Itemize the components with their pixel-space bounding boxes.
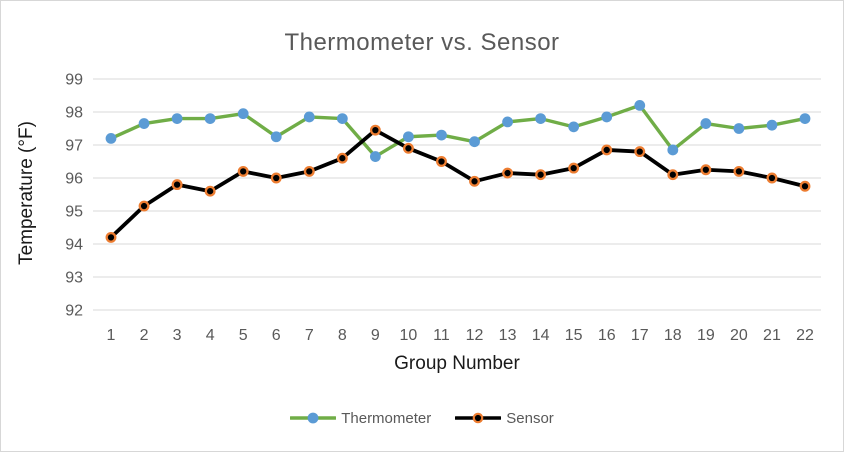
y-tick-label: 96 (65, 171, 83, 188)
legend-item-thermometer[interactable]: Thermometer (290, 410, 431, 427)
data-point-marker[interactable] (171, 179, 183, 191)
x-tick-label: 7 (305, 327, 314, 344)
data-point-marker[interactable] (568, 162, 580, 174)
data-point-marker[interactable] (403, 131, 414, 143)
data-point-marker[interactable] (469, 136, 480, 148)
y-tick-label: 98 (65, 105, 83, 122)
data-point-marker[interactable] (436, 129, 447, 141)
data-point-marker[interactable] (667, 144, 679, 156)
data-point-marker[interactable] (105, 231, 117, 243)
data-point-marker[interactable] (303, 111, 315, 123)
thermometer-series-swatch-icon (290, 410, 337, 426)
x-tick-label: 3 (173, 327, 182, 344)
series-thermometer (105, 100, 811, 162)
x-tick-label: 6 (272, 327, 281, 344)
series-line (109, 103, 807, 159)
x-tick-label: 13 (499, 327, 517, 344)
x-tick-label: 21 (763, 327, 781, 344)
data-point-marker[interactable] (336, 113, 348, 124)
data-point-marker[interactable] (766, 172, 778, 184)
data-point-marker[interactable] (535, 113, 547, 124)
x-tick-label: 1 (107, 327, 116, 344)
data-point-marker[interactable] (601, 144, 613, 156)
data-point-marker[interactable] (171, 113, 183, 124)
x-tick-label: 10 (400, 327, 418, 344)
x-tick-label: 8 (338, 327, 347, 344)
data-point-marker[interactable] (204, 113, 216, 124)
x-tick-label: 19 (697, 327, 715, 344)
data-point-marker[interactable] (402, 142, 414, 154)
x-tick-label: 9 (371, 327, 380, 344)
data-point-marker[interactable] (138, 200, 150, 212)
data-point-marker[interactable] (700, 164, 712, 176)
chart-title: Thermometer vs. Sensor (284, 29, 560, 56)
data-point-marker[interactable] (667, 169, 679, 181)
x-tick-label: 14 (532, 327, 550, 344)
y-tick-label: 99 (65, 72, 83, 89)
data-point-marker[interactable] (799, 180, 811, 192)
x-tick-label: 20 (730, 327, 748, 344)
data-point-marker[interactable] (502, 116, 513, 128)
series-line (109, 128, 807, 240)
legend-label-thermometer: Thermometer (341, 409, 432, 427)
x-tick-label: 18 (664, 327, 682, 344)
x-tick-label: 12 (466, 327, 484, 344)
x-tick-label: 4 (206, 327, 215, 344)
y-tick-label: 95 (65, 204, 83, 221)
data-point-marker[interactable] (105, 133, 117, 144)
x-tick-label: 5 (239, 327, 248, 344)
x-tick-label: 17 (631, 327, 649, 344)
x-tick-label: 15 (565, 327, 583, 344)
legend: Thermometer Sensor (1, 404, 843, 432)
data-point-marker[interactable] (799, 113, 811, 124)
data-point-marker[interactable] (369, 124, 381, 136)
data-point-marker[interactable] (733, 123, 745, 134)
legend-item-sensor[interactable]: Sensor (455, 410, 554, 427)
x-tick-label: 2 (140, 327, 149, 344)
data-point-marker[interactable] (700, 118, 712, 129)
y-tick-label: 92 (65, 303, 83, 320)
x-tick-label: 11 (433, 327, 450, 344)
y-tick-label: 97 (65, 138, 83, 155)
data-point-marker[interactable] (634, 100, 646, 111)
data-point-marker[interactable] (336, 152, 348, 164)
y-axis-title: Temperature (°F) (16, 121, 37, 265)
data-point-marker[interactable] (204, 185, 216, 197)
series-sensor (105, 124, 811, 243)
x-axis-title: Group Number (394, 353, 520, 374)
sensor-series-swatch-icon (455, 410, 502, 426)
data-point-marker[interactable] (568, 121, 580, 133)
data-point-marker[interactable] (502, 167, 514, 179)
data-point-marker[interactable] (766, 119, 778, 131)
data-point-marker[interactable] (303, 165, 315, 177)
data-point-marker[interactable] (270, 131, 282, 143)
y-tick-label: 94 (65, 237, 83, 254)
data-point-marker[interactable] (270, 172, 282, 184)
data-point-marker[interactable] (237, 108, 249, 120)
y-tick-label: 93 (65, 270, 83, 287)
data-point-marker[interactable] (237, 165, 249, 177)
data-point-marker[interactable] (733, 165, 745, 177)
data-point-marker[interactable] (369, 151, 381, 162)
data-point-marker[interactable] (469, 175, 480, 187)
x-tick-label: 22 (796, 327, 814, 344)
legend-label-sensor: Sensor (506, 409, 554, 427)
data-point-marker[interactable] (138, 118, 150, 129)
data-point-marker[interactable] (601, 111, 613, 123)
data-point-marker[interactable] (535, 169, 547, 181)
x-tick-label: 16 (598, 327, 616, 344)
data-point-marker[interactable] (436, 156, 447, 167)
data-point-marker[interactable] (634, 146, 646, 158)
